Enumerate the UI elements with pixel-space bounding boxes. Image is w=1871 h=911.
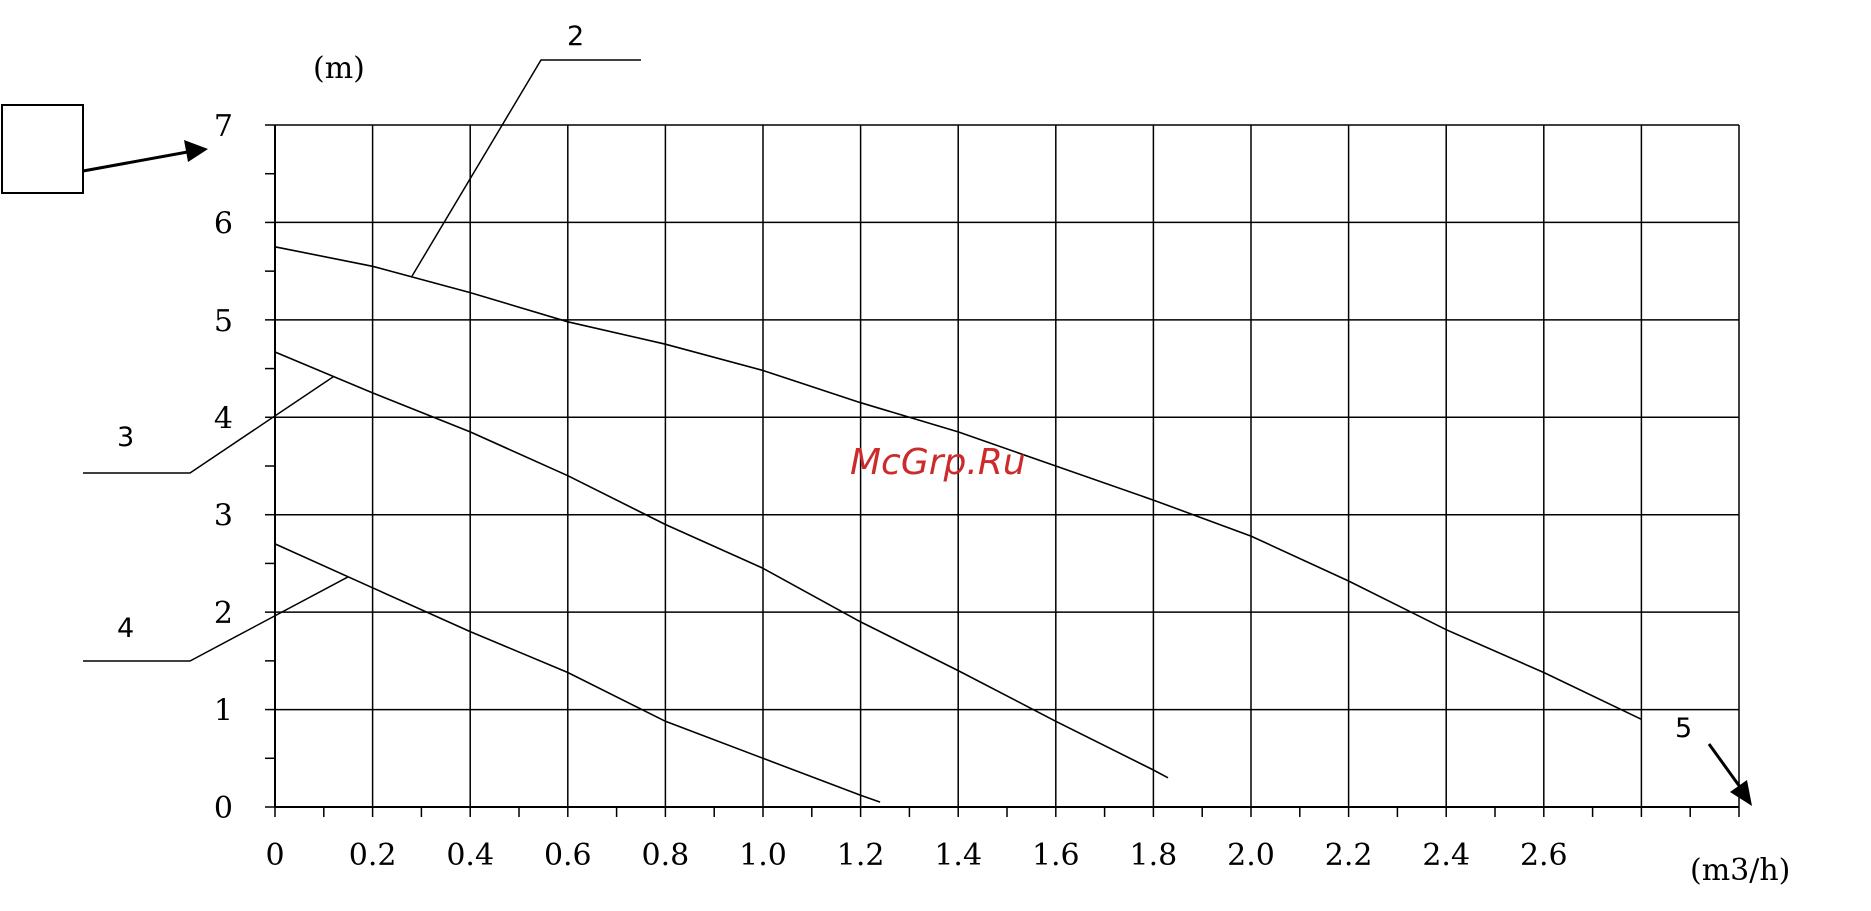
series-layer [274, 246, 1642, 803]
series-line-4 [274, 543, 881, 803]
callout-4-label: 4 [117, 613, 134, 644]
marker-box-arrow [82, 149, 194, 173]
y-tick-label: 5 [214, 304, 233, 339]
x-tick-label: 1.0 [739, 838, 787, 873]
callout-3-label: 3 [117, 422, 134, 453]
x-tick-label: 0.8 [642, 838, 690, 873]
callout-5-arrow [1707, 743, 1742, 788]
marker-box-arrowhead [184, 140, 208, 162]
callout-5-label: 5 [1675, 713, 1692, 744]
x-tick-label: 2.2 [1325, 838, 1373, 873]
y-tick-label: 3 [214, 499, 233, 534]
x-tick-label: 2.6 [1520, 838, 1568, 873]
callout-5-arrowhead [1730, 780, 1752, 806]
x-tick-label: 1.6 [1032, 838, 1080, 873]
callout-2-label: 2 [567, 21, 584, 52]
series-line-2 [274, 246, 1642, 721]
x-tick-label: 2.0 [1227, 838, 1275, 873]
x-tick-label: 0 [265, 838, 284, 873]
y-tick-label: 6 [214, 206, 233, 241]
y-tick-label: 2 [214, 596, 233, 631]
y-axis-unit-label: (m) [313, 51, 365, 86]
y-tick-label: 1 [214, 694, 233, 729]
x-tick-label: 1.8 [1130, 838, 1178, 873]
x-tick-label: 0.2 [349, 838, 397, 873]
y-tick-label: 4 [214, 401, 233, 436]
callout-3-leader [83, 375, 334, 474]
callout-layer: 2 3 4 5 [83, 21, 1752, 806]
tick-layer: 0 0.2 0.4 0.6 0.8 1.0 1.2 1.4 1.6 1.8 2.0 2.2 2.4 2.6… [214, 109, 1740, 873]
x-tick-label: 0.4 [446, 838, 494, 873]
x-tick-label: 0.6 [544, 838, 592, 873]
x-tick-label: 1.4 [934, 838, 982, 873]
x-axis-unit-label: (m3/h) [1690, 853, 1790, 888]
marker-box [1, 104, 84, 194]
watermark: McGrp.Ru [850, 442, 1026, 483]
series-line-3 [274, 351, 1169, 779]
callout-2-leader [410, 59, 641, 278]
callout-4-leader [83, 576, 349, 662]
x-tick-label: 2.4 [1422, 838, 1470, 873]
x-tick-label: 1.2 [837, 838, 885, 873]
y-tick-label: 0 [214, 791, 233, 826]
y-tick-label: 7 [214, 109, 233, 144]
